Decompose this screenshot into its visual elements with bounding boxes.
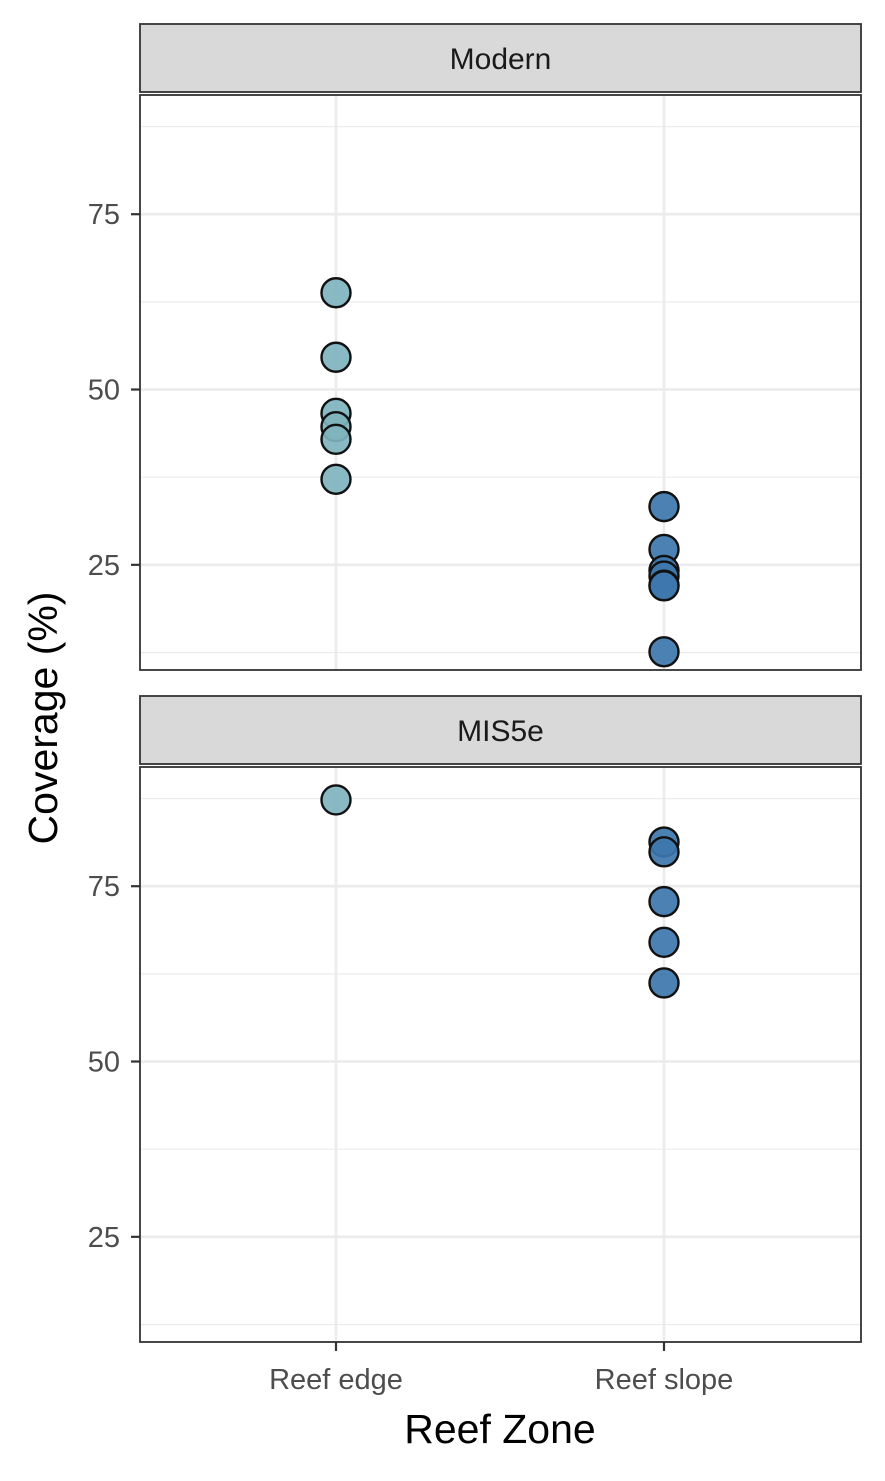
data-point [320,423,352,455]
x-tick-label: Reef edge [269,1364,403,1396]
plot-background [140,95,861,670]
data-point [648,885,680,918]
data-point [320,463,352,495]
facet-panel-modern: Modern 25 50 75 [88,23,862,671]
facet-strip [139,23,862,93]
data-point [648,636,680,668]
y-tick-label: 75 [88,199,120,231]
facet-strip-label: Modern [450,43,552,76]
data-point [320,784,352,816]
data-point [320,277,352,309]
plot-background [140,767,861,1342]
facet-panel-mis5e: MIS5e 25 50 75 [88,695,862,1343]
panel-border [139,94,862,671]
y-tick-label: 25 [88,1222,120,1254]
facet-strip [139,695,862,765]
data-point [648,926,680,959]
y-tick-label: 25 [88,550,120,582]
y-tick-label: 50 [88,1047,120,1079]
data-point [648,836,680,868]
data-point [648,570,680,602]
y-tick-label: 75 [88,871,120,903]
panel-border [139,766,862,1343]
x-axis-title: Reef Zone [404,1406,595,1452]
y-axis-title: Coverage (%) [20,592,66,845]
panels-layer: Modern 25 50 75 MIS5e 25 50 75 Reef edge Reef slo… [88,23,862,1396]
data-point [648,490,680,523]
data-point [320,341,352,373]
data-point [648,967,680,999]
facet-strip-label: MIS5e [457,715,544,748]
x-tick-label: Reef slope [595,1364,734,1396]
y-tick-label: 50 [88,375,120,407]
